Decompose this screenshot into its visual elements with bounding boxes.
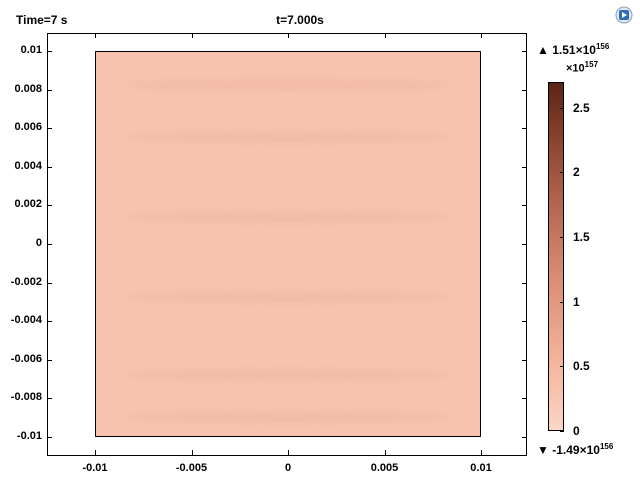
max-triangle-icon: ▲: [537, 43, 549, 57]
y-tick-mark: [47, 321, 52, 323]
y-tick-label: -0.008: [10, 391, 42, 404]
y-tick-label: 0: [35, 237, 42, 249]
colorbar-tick-mark: [560, 431, 564, 432]
colorbar-tick-label: 1: [573, 294, 580, 309]
y-tick-mark: [47, 51, 52, 52]
y-tick-label: -0.004: [10, 314, 42, 327]
colorbar-tick-mark: [560, 301, 564, 303]
y-tick-mark: [47, 398, 52, 400]
x-tick-mark: [191, 33, 193, 38]
min-triangle-icon: ▼: [537, 443, 549, 457]
y-tick-mark: [522, 321, 527, 323]
y-tick-mark: [522, 89, 527, 91]
y-tick-mark: [522, 166, 527, 168]
y-tick-mark: [47, 282, 52, 284]
x-tick-mark: [95, 33, 96, 38]
plot-band: [126, 292, 450, 302]
x-tick-label: -0.005: [175, 462, 208, 474]
colorbar-tick-label: 2.5: [573, 100, 590, 115]
plot-title: t=7.000s: [276, 13, 324, 27]
plot-band: [126, 212, 450, 222]
y-tick-label: 0.002: [14, 198, 42, 211]
x-tick-mark: [384, 33, 386, 38]
x-tick-label: 0: [284, 462, 292, 474]
colorbar-tick-mark: [560, 366, 564, 368]
x-tick-mark: [95, 450, 96, 455]
y-tick-mark: [522, 398, 527, 400]
colorbar-tick-label: 1.5: [573, 230, 590, 245]
y-tick-label: 0.008: [14, 82, 42, 95]
y-tick-mark: [47, 205, 52, 207]
y-tick-mark: [47, 166, 52, 168]
y-tick-label: -0.002: [10, 275, 42, 288]
y-tick-label: 0.01: [20, 44, 42, 56]
min-value-label: ▼ -1.49×10156: [537, 442, 614, 457]
colorbar-tick-label: 0: [573, 424, 580, 438]
x-tick-mark: [384, 450, 386, 455]
x-tick-mark: [191, 450, 193, 455]
time-label: Time=7 s: [16, 13, 68, 27]
y-tick-label: 0.004: [14, 159, 42, 172]
max-value-label: ▲ 1.51×10156: [537, 42, 610, 57]
x-tick-mark: [288, 33, 289, 38]
plot-band: [126, 132, 450, 142]
colorbar-tick-mark: [560, 172, 564, 174]
y-tick-mark: [522, 437, 527, 438]
colorbar-tick-label: 2: [573, 165, 580, 180]
y-tick-mark: [47, 359, 52, 361]
y-tick-mark: [522, 205, 527, 207]
y-tick-label: -0.006: [10, 352, 42, 365]
x-tick-mark: [481, 450, 482, 455]
colorbar-tick-mark: [560, 237, 564, 239]
y-tick-label: -0.01: [16, 430, 42, 442]
x-tick-label: 0.005: [370, 462, 399, 474]
y-tick-mark: [47, 244, 52, 245]
y-tick-mark: [522, 51, 527, 52]
x-tick-mark: [481, 33, 482, 38]
y-tick-mark: [522, 128, 527, 130]
comsol-logo-icon[interactable]: [614, 6, 634, 24]
plot-band: [126, 370, 450, 380]
colorbar-scale-label: ×10157: [566, 60, 599, 75]
colorbar-tick-mark: [560, 107, 564, 109]
y-tick-mark: [522, 282, 527, 284]
y-tick-mark: [47, 89, 52, 91]
colorbar: [548, 82, 564, 431]
plot-band: [126, 80, 450, 90]
x-tick-label: 0.01: [470, 462, 492, 474]
y-tick-mark: [522, 359, 527, 361]
y-tick-mark: [522, 244, 527, 245]
y-tick-label: 0.006: [14, 121, 42, 134]
x-tick-mark: [288, 450, 289, 455]
y-tick-mark: [47, 437, 52, 438]
y-tick-mark: [47, 128, 52, 130]
colorbar-tick-label: 0.5: [573, 359, 590, 374]
surface-plot-domain[interactable]: [95, 51, 481, 437]
plot-band: [126, 412, 450, 422]
x-tick-label: -0.01: [82, 462, 108, 474]
